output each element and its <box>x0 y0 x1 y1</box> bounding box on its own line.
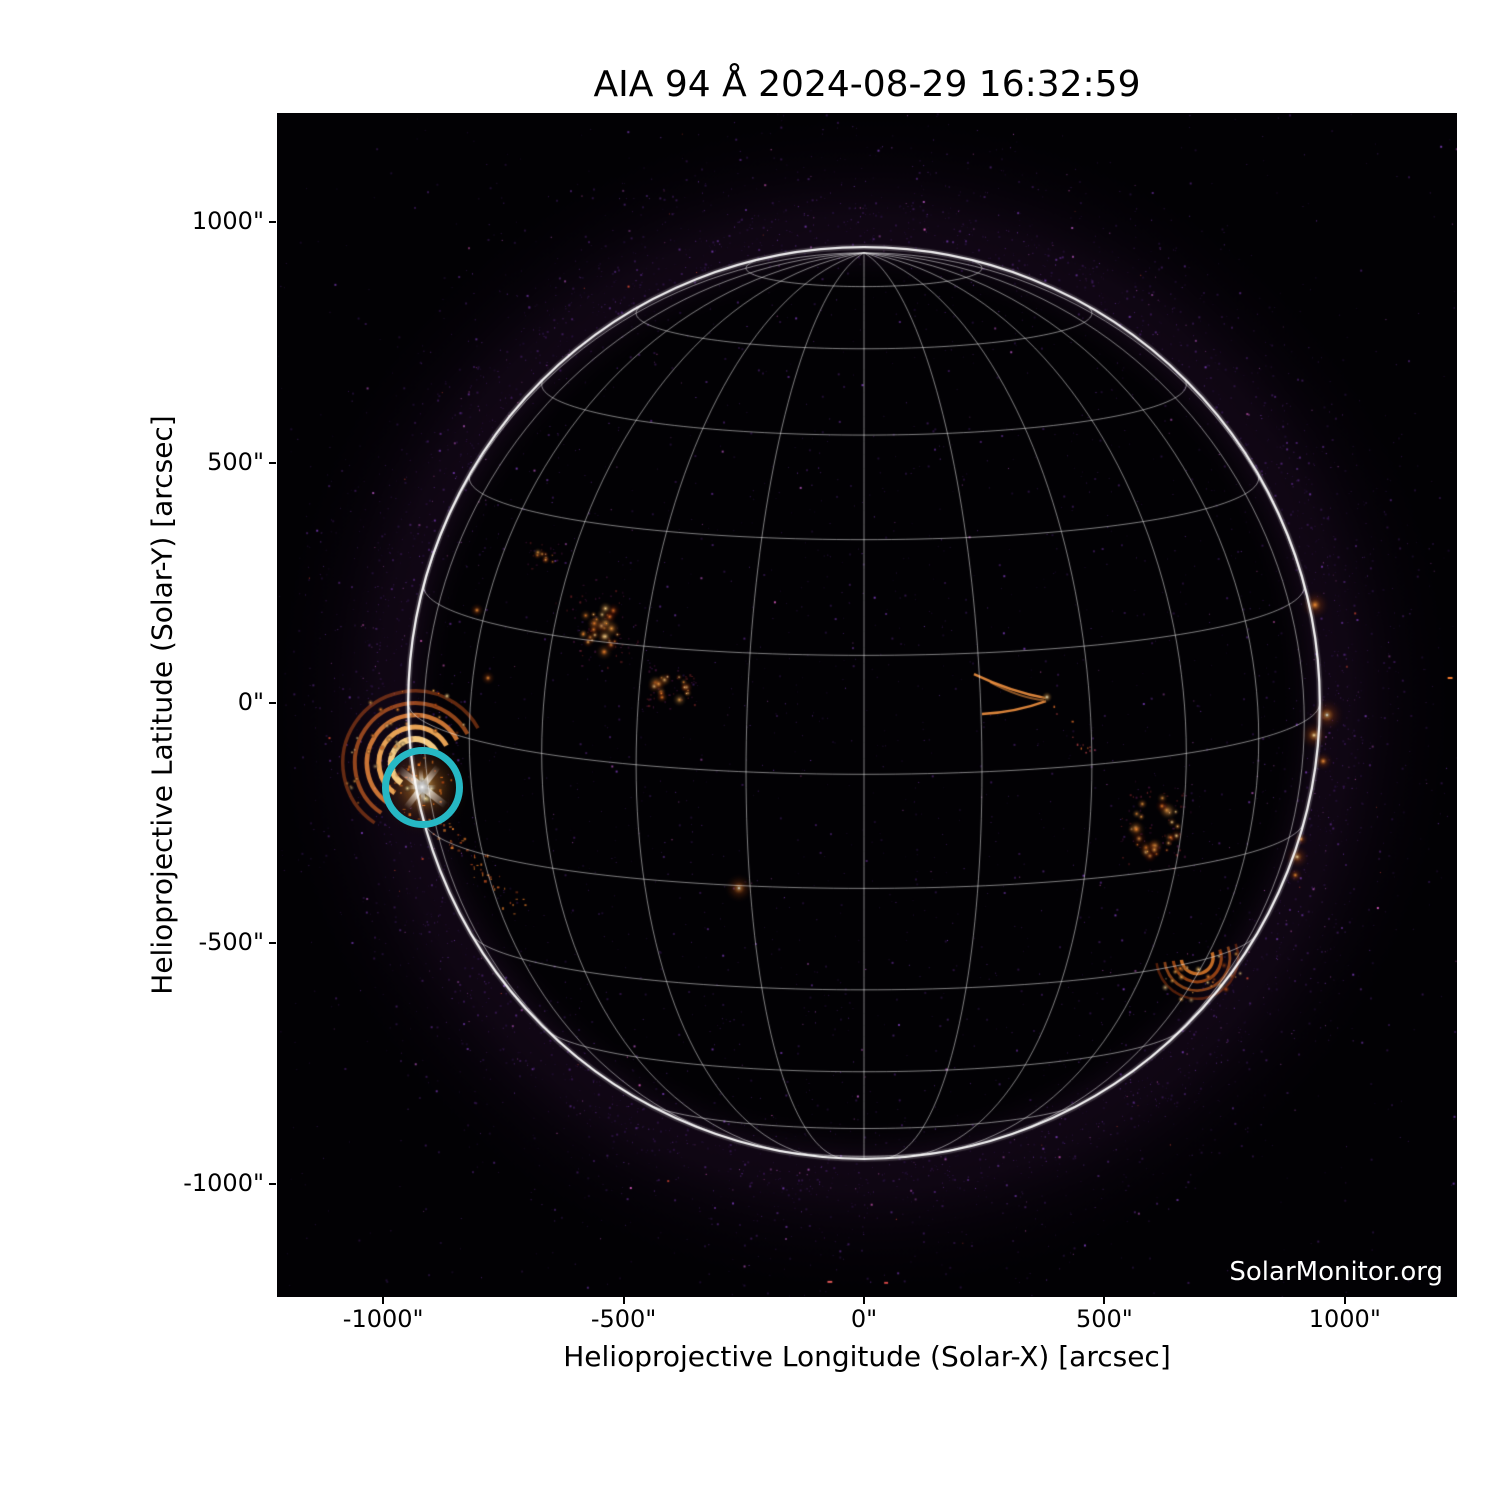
y-tick-mark <box>269 221 276 224</box>
y-tick-mark <box>269 1182 276 1185</box>
plot-area: SolarMonitor.org <box>277 113 1457 1297</box>
y-tick-label: 1000" <box>191 207 264 236</box>
x-axis-label: Helioprojective Longitude (Solar-X) [arc… <box>563 1340 1171 1373</box>
x-tick-label: -1000" <box>342 1305 424 1333</box>
x-tick-mark <box>1103 1297 1106 1304</box>
y-tick-label: 500" <box>207 447 264 476</box>
x-tick-mark <box>382 1297 385 1304</box>
solarmonitor-watermark: SolarMonitor.org <box>1229 1257 1443 1287</box>
y-tick-label: 0" <box>237 688 264 716</box>
x-tick-mark <box>622 1297 625 1304</box>
x-tick-mark <box>863 1297 865 1304</box>
flare-region-marker[interactable] <box>381 746 463 828</box>
x-tick-label: 500" <box>1075 1305 1133 1333</box>
y-tick-label: -500" <box>198 928 264 957</box>
x-tick-mark <box>1343 1297 1346 1304</box>
figure-title: AIA 94 Å 2024-08-29 16:32:59 <box>593 64 1141 105</box>
y-tick-mark <box>269 461 276 464</box>
x-tick-label: 1000" <box>1308 1305 1381 1333</box>
y-tick-mark <box>269 702 276 704</box>
solar-disk-image <box>277 113 1457 1297</box>
y-tick-label: -1000" <box>183 1168 264 1197</box>
x-tick-label: -500" <box>590 1305 657 1333</box>
x-tick-label: 0" <box>850 1305 878 1333</box>
y-tick-mark <box>269 942 276 945</box>
